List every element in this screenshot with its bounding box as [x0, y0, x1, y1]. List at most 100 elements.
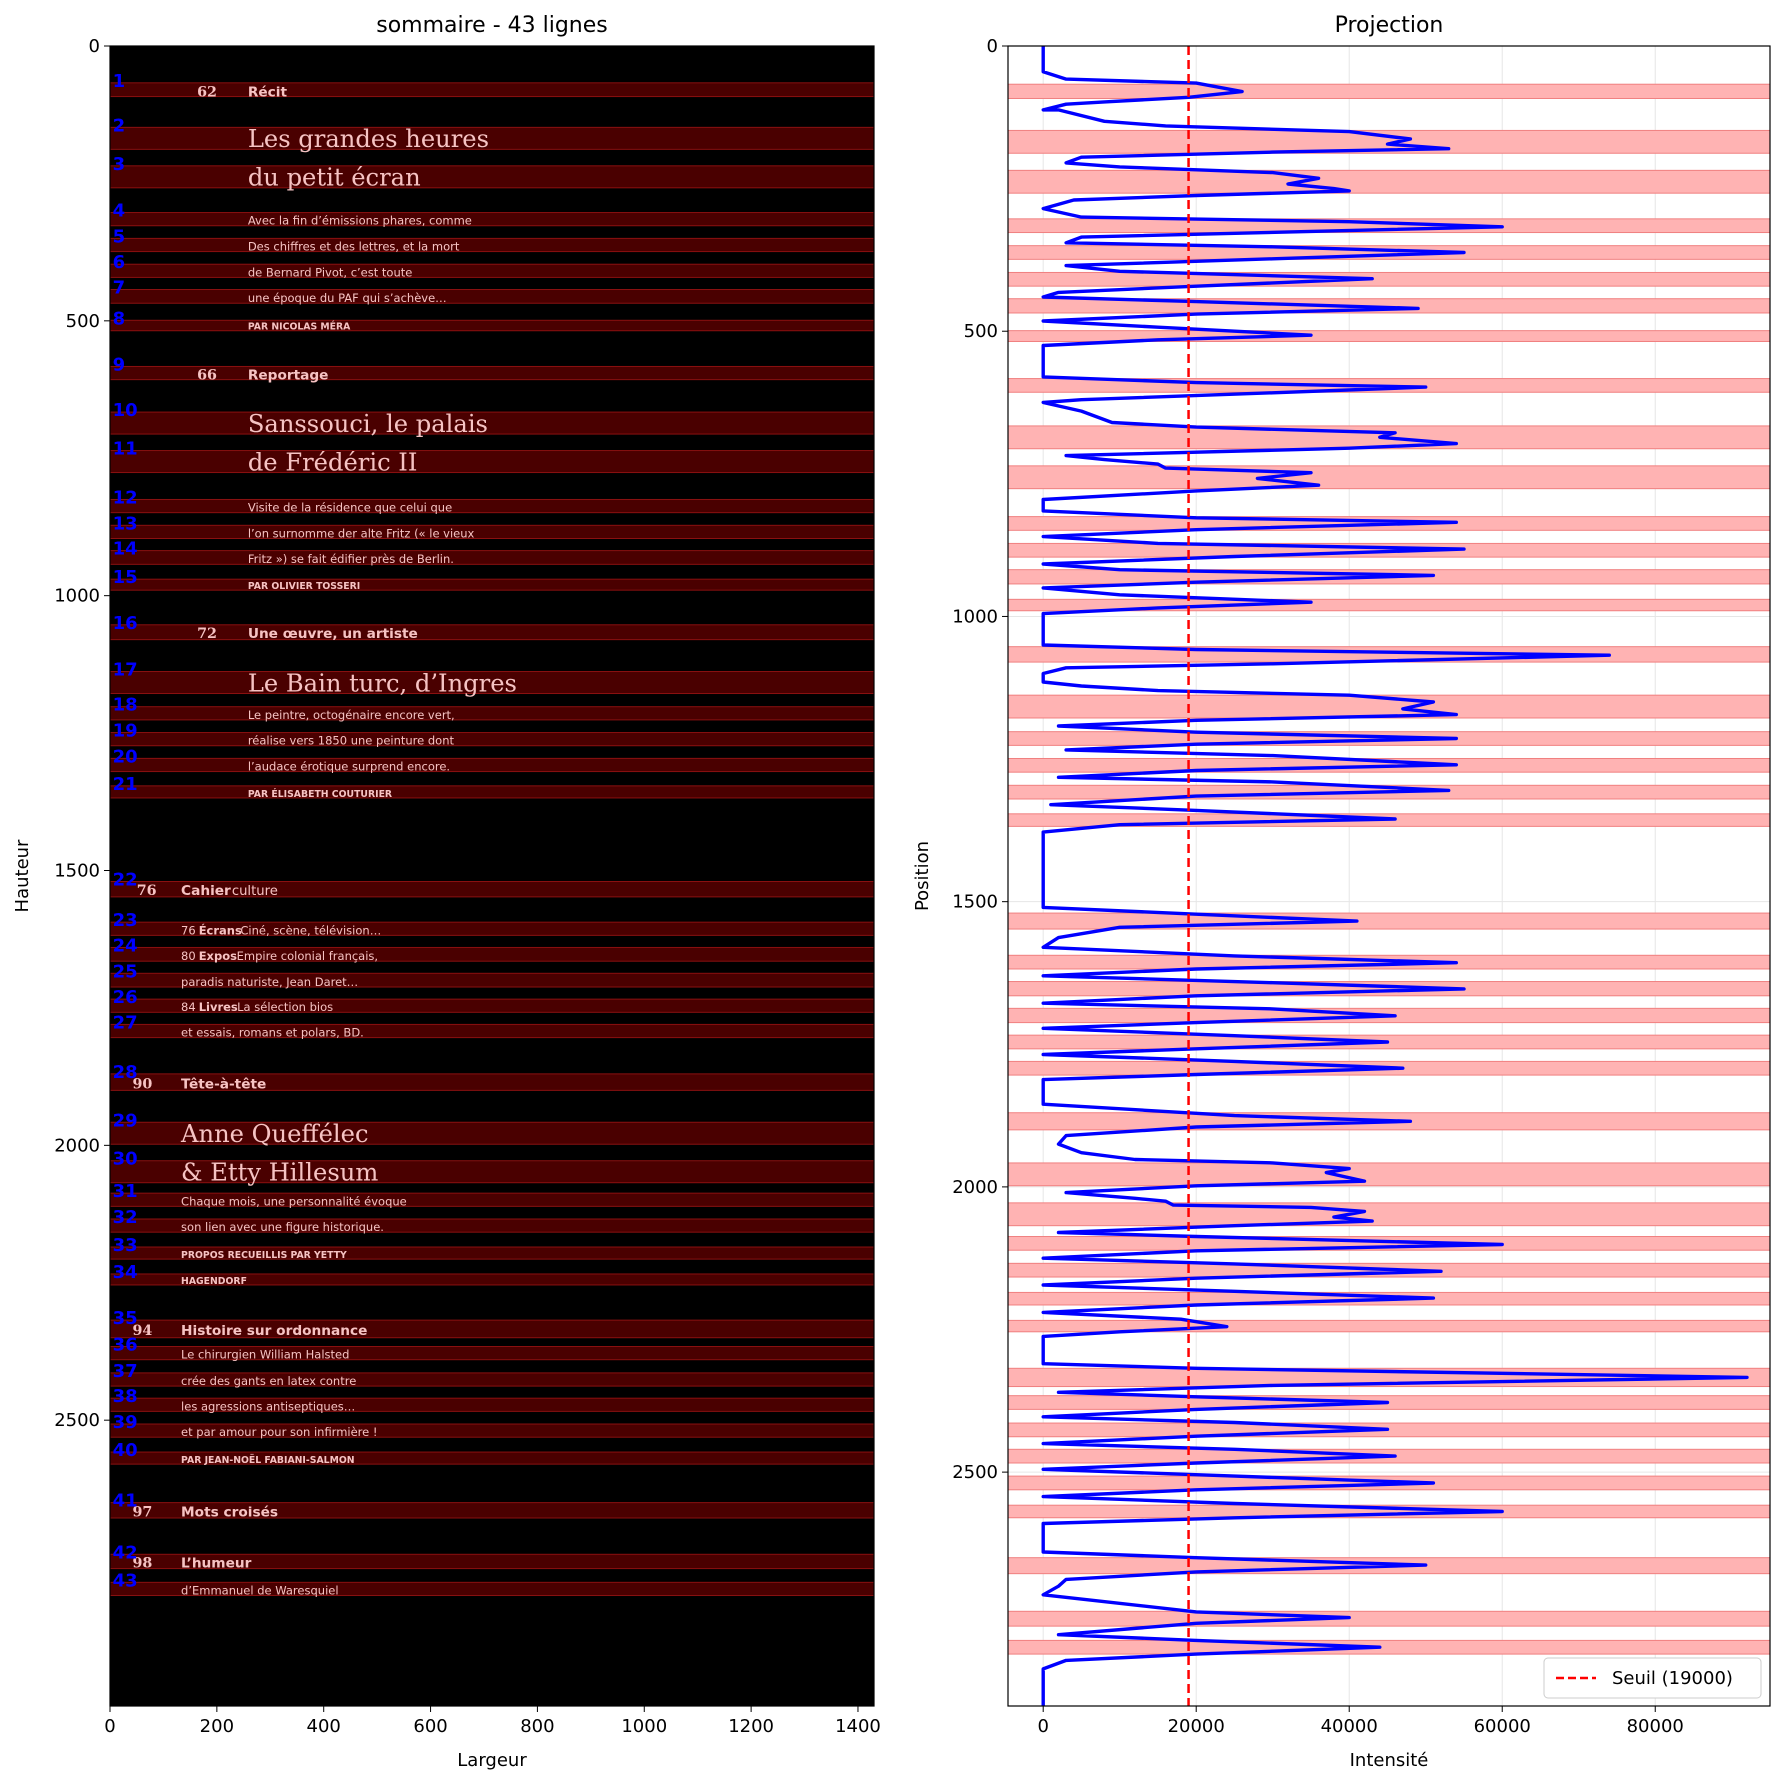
highlight-band	[1008, 245, 1770, 260]
document-line-text: 98	[132, 1555, 152, 1571]
line-number-label: 21	[113, 774, 138, 795]
document-line-text: l’on surnomme der alte Fritz (« le vieux	[248, 526, 475, 540]
y-tick-label: 500	[66, 311, 100, 332]
document-line-text: Le chirurgien William Halsted	[181, 1348, 349, 1362]
x-tick-label: 20000	[1168, 1716, 1225, 1737]
left-axes-frame	[109, 45, 875, 1707]
x-tick-label: 800	[520, 1716, 554, 1737]
document-line-text: 72	[197, 626, 217, 642]
highlight-band	[1008, 1367, 1770, 1388]
line-band	[110, 1246, 874, 1260]
document-line-text: Ciné, scène, télévision…	[240, 923, 381, 937]
line-number-label: 33	[113, 1235, 138, 1256]
x-tick-label: 80000	[1627, 1716, 1684, 1737]
line-number-label: 41	[113, 1491, 138, 1512]
document-line-text: PAR JEAN-NOËL FABIANI-SALMON	[181, 1455, 354, 1466]
document-line-text: Reportage	[248, 368, 329, 384]
highlight-band	[1008, 330, 1770, 342]
y-tick-label: 1000	[952, 606, 998, 627]
document-line-text: Histoire sur ordonnance	[181, 1323, 367, 1339]
y-tick-label: 1500	[54, 861, 100, 882]
y-tick-label: 500	[964, 321, 998, 342]
right-axes-frame	[1007, 45, 1771, 1707]
line-number-label: 28	[113, 1062, 138, 1083]
line-number-label: 11	[113, 439, 138, 460]
line-band	[110, 578, 874, 591]
line-band	[110, 365, 874, 381]
line-number-label: 4	[113, 201, 126, 222]
line-number-label: 36	[113, 1335, 138, 1356]
document-line-text: culture	[232, 884, 278, 899]
highlight-band	[1008, 1504, 1770, 1519]
line-number-label: 39	[113, 1412, 138, 1433]
line-band	[110, 1121, 874, 1145]
document-line-text: de Bernard Pivot, c’est toute	[248, 265, 413, 279]
document-line-text: Tête-à-tête	[181, 1077, 266, 1093]
line-band	[110, 998, 874, 1013]
document-line-text: une époque du PAF qui s’achève…	[248, 291, 447, 305]
x-tick-label: 60000	[1474, 1716, 1531, 1737]
document-line-text: Avec la fin d’émissions phares, comme	[248, 214, 472, 228]
line-number-label: 24	[113, 935, 138, 956]
line-number-label: 10	[113, 400, 138, 421]
line-number-label: 22	[113, 869, 138, 890]
x-tick-label: 0	[104, 1716, 115, 1737]
line-band	[110, 1553, 874, 1570]
line-number-label: 18	[113, 695, 138, 716]
document-line-text: PAR ÉLISABETH COUTURIER	[248, 788, 392, 800]
document-line-text: & Etty Hillesum	[181, 1159, 378, 1187]
legend: Seuil (19000)	[1543, 1657, 1762, 1699]
line-number-label: 27	[113, 1012, 138, 1033]
highlight-band	[1008, 981, 1770, 997]
line-band	[110, 880, 874, 898]
line-number-label: 26	[113, 987, 138, 1008]
line-number-label: 37	[113, 1361, 138, 1382]
document-line-text: son lien avec une figure historique.	[181, 1220, 384, 1234]
document-text: 62 Récit Les grandes heures du petit écran A…	[132, 85, 517, 1598]
legend-box	[1543, 1657, 1762, 1699]
line-number-label: 13	[113, 513, 138, 534]
left-y-ticks: 0 500 1000 1500 2000 2500	[54, 36, 110, 1431]
line-band	[110, 1451, 874, 1465]
line-number-label: 1	[113, 71, 126, 92]
y-tick-label: 0	[89, 36, 100, 57]
left-y-label: Hauteur	[12, 839, 33, 913]
line-number-label: 29	[113, 1110, 138, 1131]
document-line-text: Sanssouci, le palais	[248, 410, 488, 438]
document-line-text: La sélection bios	[237, 1000, 333, 1014]
legend-label: Seuil (19000)	[1612, 1668, 1733, 1689]
line-band	[110, 921, 874, 936]
document-line-text: 84	[181, 1000, 196, 1014]
x-tick-label: 1000	[621, 1716, 667, 1737]
line-number-label: 9	[113, 354, 126, 375]
line-band	[110, 319, 874, 332]
document-line-text: PAR NICOLAS MÉRA	[248, 321, 351, 333]
line-number-label: 19	[113, 721, 138, 742]
right-panel-title: Projection	[1335, 13, 1444, 38]
document-line-text: Mots croisés	[181, 1504, 278, 1520]
document-line-text: 66	[197, 368, 217, 384]
line-band	[110, 1397, 874, 1412]
document-line-text: paradis naturiste, Jean Daret…	[181, 975, 358, 989]
line-bands	[110, 82, 874, 1597]
line-band	[110, 757, 874, 773]
document-line-text: Une œuvre, un artiste	[248, 626, 418, 642]
document-line-text: d’Emmanuel de Waresquiel	[181, 1583, 339, 1597]
line-number-label: 32	[113, 1207, 138, 1228]
highlight-band	[1008, 694, 1770, 719]
highlight-band	[1008, 1236, 1770, 1251]
line-number-label: 17	[113, 660, 138, 681]
line-number-label: 2	[113, 115, 126, 136]
line-number-label: 5	[113, 226, 126, 247]
line-band	[110, 706, 874, 721]
line-band	[110, 1160, 874, 1184]
document-line-text: Anne Queffélec	[180, 1120, 368, 1148]
x-tick-label: 0	[1037, 1716, 1048, 1737]
x-tick-label: 1200	[728, 1716, 774, 1737]
y-tick-label: 2000	[952, 1177, 998, 1198]
line-band	[110, 1502, 874, 1519]
document-line-text: les agressions antiseptiques…	[181, 1399, 355, 1413]
line-band	[110, 946, 874, 962]
line-band	[110, 289, 874, 304]
